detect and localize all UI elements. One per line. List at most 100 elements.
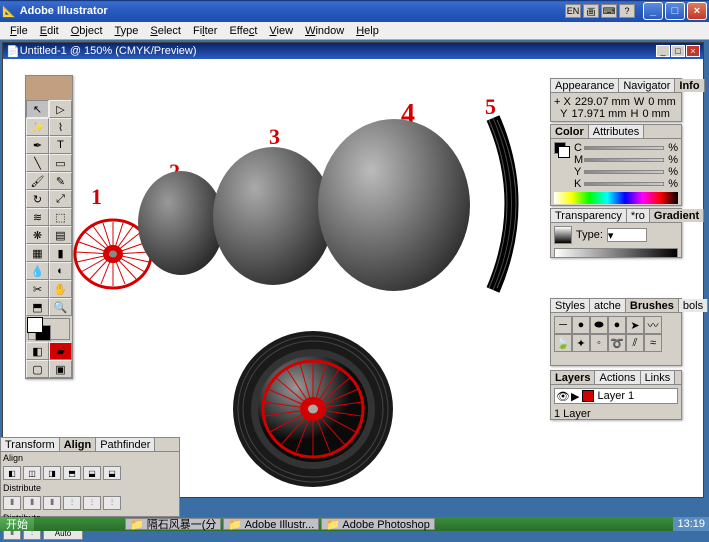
symbol-sprayer-tool[interactable]: ❋ [26,226,49,244]
rectangle-tool[interactable]: ▭ [49,154,72,172]
layer-row-1[interactable]: 👁 ▶ Layer 1 [554,388,678,404]
gradient-tool[interactable]: ▮ [49,244,72,262]
pencil-tool[interactable]: ✎ [49,172,72,190]
slice-tool[interactable]: ⬒ [26,298,49,316]
menu-view[interactable]: View [263,25,299,37]
gradient-type-select[interactable]: ▾ [607,228,647,242]
brush-5[interactable]: ➤ [626,316,644,334]
tab-symbols[interactable]: bols [679,299,708,312]
scissors-tool[interactable]: ✂ [26,280,49,298]
eyedropper-tool[interactable]: 💧 [26,262,49,280]
tab-links[interactable]: Links [641,371,676,384]
menu-type[interactable]: Type [109,25,145,37]
lang-btn-0[interactable]: EN [565,4,581,18]
task-3[interactable]: 📁 Adobe Photoshop [321,518,435,530]
menu-object[interactable]: Object [65,25,109,37]
doc-minimize-button[interactable]: _ [656,45,670,57]
align-top[interactable]: ⬒ [63,466,81,480]
brush-1[interactable]: ─ [554,316,572,334]
brush-9[interactable]: ◦ [590,334,608,352]
align-right[interactable]: ◨ [43,466,61,480]
brush-6[interactable]: 〰 [644,316,662,334]
screen-mode-1[interactable]: ▢ [26,360,49,378]
tab-brushes[interactable]: Brushes [626,299,679,312]
lang-btn-3[interactable]: ? [619,4,635,18]
task-1[interactable]: 📁 隔石风暴一(分 [125,518,221,530]
brush-12[interactable]: ≈ [644,334,662,352]
warp-tool[interactable]: ≋ [26,208,49,226]
gradient-ramp[interactable] [554,248,678,258]
selection-tool[interactable]: ↖ [26,100,49,118]
menu-file[interactable]: File [4,25,34,37]
dist-3[interactable]: ⫴ [43,496,61,510]
expand-icon[interactable]: ▶ [571,390,579,403]
menu-select[interactable]: Select [144,25,187,37]
dist-2[interactable]: ⫴ [23,496,41,510]
doc-maximize-button[interactable]: □ [671,45,685,57]
fill-stroke-swatch[interactable] [28,318,70,340]
gradient-mode-button[interactable]: ▰ [49,342,72,360]
screen-mode-2[interactable]: ▣ [49,360,72,378]
c-slider[interactable] [584,146,664,150]
color-mode-button[interactable]: ◧ [26,342,49,360]
dist-5[interactable]: ⫶ [83,496,101,510]
color-spectrum[interactable] [554,192,678,204]
align-vcenter[interactable]: ⬓ [83,466,101,480]
tab-layers[interactable]: Layers [551,371,595,384]
tab-swatches[interactable]: atche [590,299,626,312]
tab-info[interactable]: Info [675,79,704,92]
menu-filter[interactable]: Filter [187,25,223,37]
m-slider[interactable] [584,158,664,162]
dist-4[interactable]: ⫶ [63,496,81,510]
tab-transparency[interactable]: Transparency [551,209,627,222]
lasso-tool[interactable]: ⌇ [49,118,72,136]
tab-actions[interactable]: Actions [595,371,640,384]
scale-tool[interactable]: ⤢ [49,190,72,208]
tab-navigator[interactable]: Navigator [619,79,675,92]
zoom-tool[interactable]: 🔍 [49,298,72,316]
brush-4[interactable]: ● [608,316,626,334]
visibility-icon[interactable]: 👁 [555,390,571,403]
menu-edit[interactable]: Edit [34,25,65,37]
toolbox-header[interactable] [26,76,72,100]
y-slider[interactable] [584,170,664,174]
minimize-button[interactable]: _ [643,2,663,20]
paintbrush-tool[interactable]: 🖌 [26,172,49,190]
tab-pathfinder[interactable]: Pathfinder [96,438,155,451]
brush-8[interactable]: ✦ [572,334,590,352]
menu-window[interactable]: Window [299,25,350,37]
pen-tool[interactable]: ✒ [26,136,49,154]
k-slider[interactable] [584,182,664,186]
tab-align[interactable]: Align [60,438,97,451]
align-hcenter[interactable]: ◫ [23,466,41,480]
tab-color[interactable]: Color [551,125,589,138]
graph-tool[interactable]: ▤ [49,226,72,244]
maximize-button[interactable]: □ [665,2,685,20]
doc-close-button[interactable]: × [686,45,700,57]
free-transform-tool[interactable]: ⬚ [49,208,72,226]
tab-appearance[interactable]: Appearance [551,79,619,92]
magic-wand-tool[interactable]: ✨ [26,118,49,136]
blend-tool[interactable]: ◐ [49,262,72,280]
line-tool[interactable]: ╲ [26,154,49,172]
brush-7[interactable]: 🍃 [554,334,572,352]
tab-attributes[interactable]: Attributes [589,125,644,138]
brush-2[interactable]: ● [572,316,590,334]
tab-stroke[interactable]: *ro [627,209,650,222]
system-tray[interactable]: 13:19 [673,517,709,531]
lang-btn-1[interactable]: 画 [583,4,599,18]
brush-10[interactable]: ➰ [608,334,626,352]
brush-3[interactable]: ⬬ [590,316,608,334]
dist-6[interactable]: ⫶ [103,496,121,510]
lang-btn-2[interactable]: ⌨ [601,4,617,18]
align-left[interactable]: ◧ [3,466,21,480]
tab-styles[interactable]: Styles [551,299,590,312]
align-bottom[interactable]: ⬓ [103,466,121,480]
dist-1[interactable]: ⫴ [3,496,21,510]
menu-help[interactable]: Help [350,25,385,37]
close-button[interactable]: × [687,2,707,20]
direct-selection-tool[interactable]: ▷ [49,100,72,118]
rotate-tool[interactable]: ↻ [26,190,49,208]
type-tool[interactable]: T [49,136,72,154]
menu-effect[interactable]: Effect [223,25,263,37]
